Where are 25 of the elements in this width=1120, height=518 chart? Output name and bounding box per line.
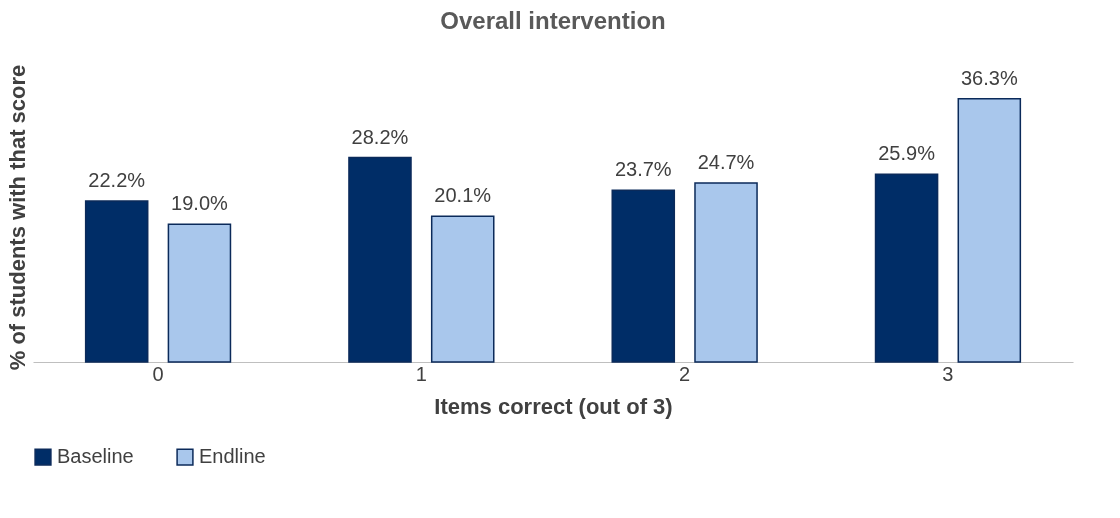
bar	[874, 173, 939, 363]
x-tick-label: 2	[679, 362, 691, 385]
legend-label: Endline	[199, 445, 266, 468]
bar	[694, 182, 758, 363]
data-label: 36.3%	[960, 66, 1018, 89]
y-axis-title: % of students with that score	[4, 64, 30, 371]
bar	[84, 200, 149, 363]
x-tick-label: 0	[152, 362, 164, 385]
bar	[957, 98, 1022, 363]
data-label: 25.9%	[878, 142, 936, 165]
x-axis-title: Items correct (out of 3)	[434, 393, 673, 419]
data-label: 23.7%	[614, 158, 672, 181]
data-label: 28.2%	[351, 125, 409, 148]
data-label: 24.7%	[697, 150, 755, 173]
bar	[167, 223, 232, 363]
bar	[348, 156, 412, 363]
data-label: 20.1%	[434, 184, 492, 207]
bar	[430, 215, 495, 363]
legend-label: Baseline	[57, 445, 134, 468]
data-label: 19.0%	[171, 192, 228, 215]
data-label: 22.2%	[88, 169, 146, 192]
chart-title: Overall intervention	[440, 7, 666, 35]
x-tick-label: 1	[415, 362, 427, 385]
bar	[611, 189, 676, 363]
x-tick-label: 3	[942, 362, 954, 385]
